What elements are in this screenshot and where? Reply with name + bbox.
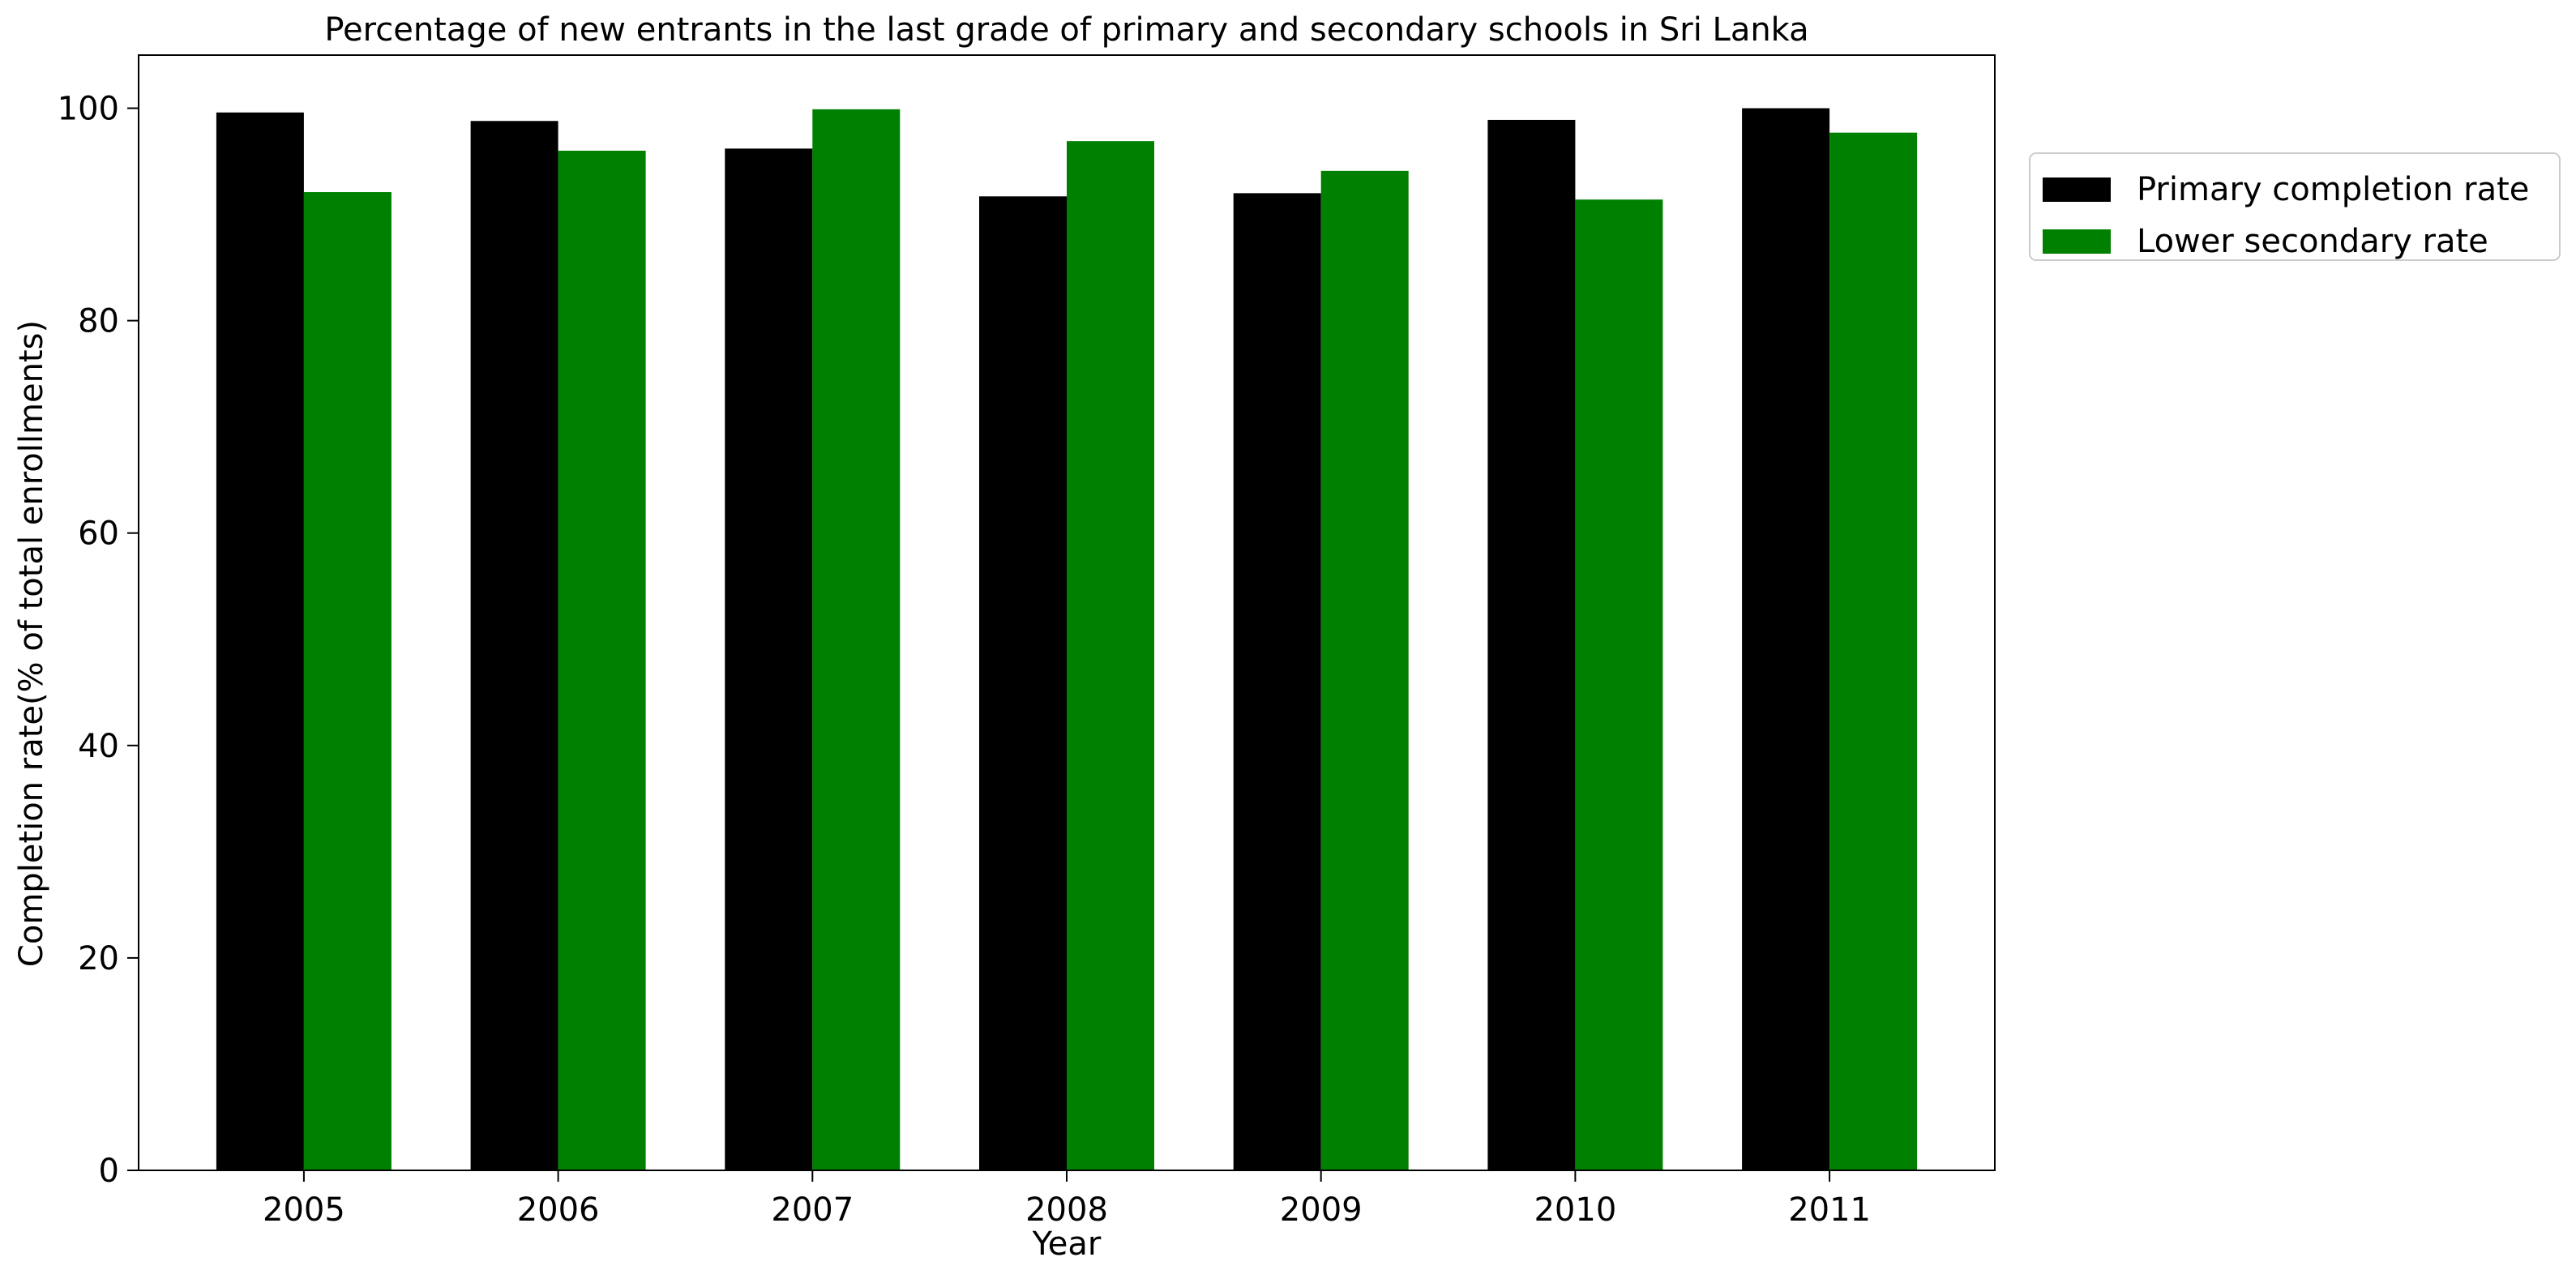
y-axis-label: Completion rate(% of total enrollments) (13, 320, 50, 967)
y-tick-label: 100 (58, 91, 119, 128)
y-tick-label: 40 (78, 728, 119, 765)
x-tick-label: 2006 (517, 1191, 600, 1229)
legend-label: Primary completion rate (2137, 171, 2529, 208)
legend-box (2029, 152, 2561, 261)
bar-secondary-2010 (1575, 199, 1663, 1171)
bar-secondary-2008 (1067, 141, 1154, 1171)
x-axis-label: Year (1032, 1225, 1102, 1263)
x-tick-label: 2008 (1025, 1191, 1108, 1229)
bar-secondary-2011 (1829, 132, 1918, 1170)
bar-secondary-2005 (303, 192, 392, 1171)
legend-label: Lower secondary rate (2137, 223, 2488, 260)
y-tick-label: 60 (78, 515, 119, 553)
legend-swatch (2043, 177, 2111, 202)
bar-secondary-2007 (812, 109, 901, 1171)
legend: Primary completion rate Lower secondary r… (2029, 152, 2561, 261)
bar-secondary-2006 (558, 150, 646, 1170)
chart-title: Percentage of new entrants in the last g… (324, 11, 1808, 49)
x-tick-label: 2009 (1280, 1191, 1363, 1229)
bar-primary-2007 (725, 148, 813, 1170)
x-tick-label: 2007 (771, 1191, 854, 1229)
plot-area: 0 20 40 60 80 100 2005 2006 2007 2008 2009 2010 2011 (58, 54, 1996, 1229)
y-tick-label: 20 (78, 940, 119, 977)
y-tick-label: 80 (78, 303, 119, 340)
bar-secondary-2009 (1320, 170, 1409, 1170)
x-tick-label: 2005 (263, 1191, 345, 1229)
legend-swatch (2043, 229, 2111, 254)
x-tick-label: 2011 (1788, 1191, 1871, 1229)
bar-primary-2006 (470, 121, 558, 1171)
bar-primary-2010 (1487, 119, 1576, 1170)
bar-primary-2009 (1233, 193, 1321, 1170)
x-tick-label: 2010 (1534, 1191, 1616, 1229)
y-tick-label: 0 (99, 1153, 119, 1190)
bar-primary-2005 (216, 112, 304, 1170)
bar-primary-2008 (979, 196, 1067, 1170)
bar-primary-2011 (1742, 108, 1830, 1170)
